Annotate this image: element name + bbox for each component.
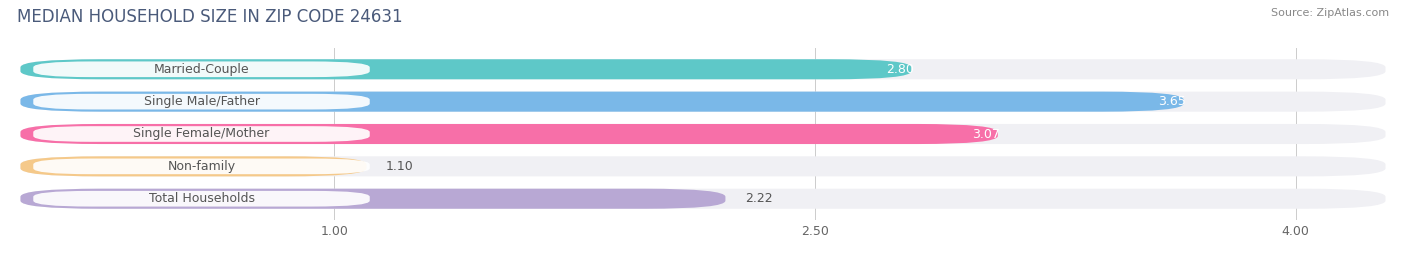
FancyBboxPatch shape: [21, 59, 1385, 79]
Text: Total Households: Total Households: [149, 192, 254, 205]
FancyBboxPatch shape: [21, 59, 911, 79]
Text: Source: ZipAtlas.com: Source: ZipAtlas.com: [1271, 8, 1389, 18]
FancyBboxPatch shape: [21, 92, 1184, 112]
Text: 2.80: 2.80: [886, 63, 914, 76]
Text: Single Male/Father: Single Male/Father: [143, 95, 260, 108]
FancyBboxPatch shape: [21, 156, 1385, 176]
Text: Single Female/Mother: Single Female/Mother: [134, 128, 270, 140]
FancyBboxPatch shape: [21, 92, 1385, 112]
FancyBboxPatch shape: [34, 191, 370, 207]
Text: Non-family: Non-family: [167, 160, 236, 173]
Text: MEDIAN HOUSEHOLD SIZE IN ZIP CODE 24631: MEDIAN HOUSEHOLD SIZE IN ZIP CODE 24631: [17, 8, 402, 26]
FancyBboxPatch shape: [34, 61, 370, 77]
FancyBboxPatch shape: [21, 156, 367, 176]
Text: 3.07: 3.07: [972, 128, 1000, 140]
Text: 3.65: 3.65: [1159, 95, 1185, 108]
FancyBboxPatch shape: [21, 189, 1385, 209]
Text: 2.22: 2.22: [745, 192, 772, 205]
Text: Married-Couple: Married-Couple: [153, 63, 249, 76]
FancyBboxPatch shape: [21, 189, 725, 209]
Text: 1.10: 1.10: [385, 160, 413, 173]
FancyBboxPatch shape: [21, 124, 1385, 144]
FancyBboxPatch shape: [34, 126, 370, 142]
FancyBboxPatch shape: [34, 94, 370, 109]
FancyBboxPatch shape: [34, 159, 370, 174]
FancyBboxPatch shape: [21, 124, 998, 144]
